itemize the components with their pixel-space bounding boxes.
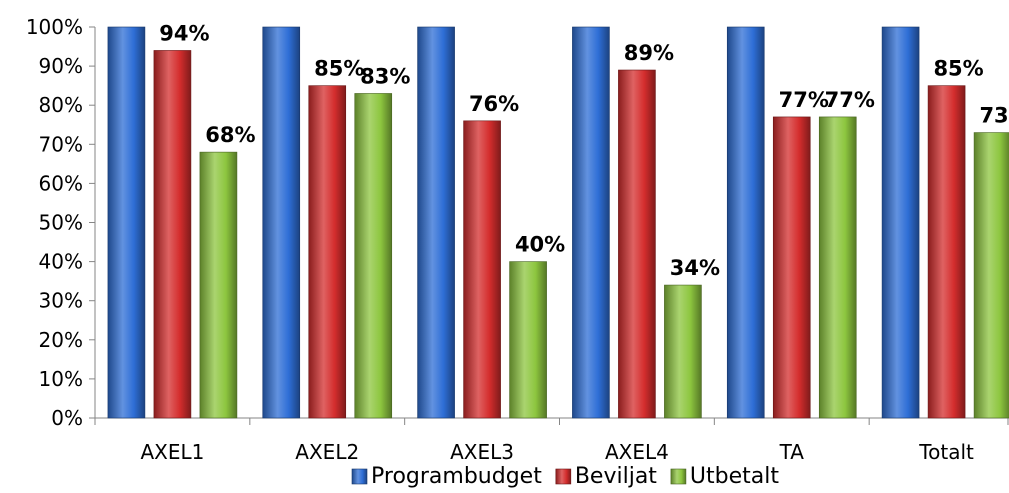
y-tick-label: 50% xyxy=(39,211,83,235)
y-tick-label: 10% xyxy=(39,367,83,391)
x-tick-label: AXEL3 xyxy=(450,440,514,464)
legend-swatch-beviljat xyxy=(555,468,572,485)
data-label-utbetalt-axel1: 68% xyxy=(205,123,255,147)
bar-beviljat-ta xyxy=(772,116,811,419)
y-tick-label: 70% xyxy=(39,132,83,156)
data-labels-layer: 94%68%85%83%76%40%89%34%77%77%85%73% xyxy=(159,21,1009,280)
data-label-utbetalt-ta: 77% xyxy=(825,88,875,112)
legend: Programbudget Beviljat Utbetalt xyxy=(351,464,779,489)
y-tick-label: 60% xyxy=(39,171,83,195)
legend-swatch-utbetalt xyxy=(670,468,687,485)
y-tick-label: 90% xyxy=(39,54,83,78)
data-label-beviljat-axel3: 76% xyxy=(469,92,519,116)
data-label-beviljat-axel1: 94% xyxy=(159,21,209,45)
bar-utbetalt-axel4 xyxy=(664,284,702,419)
legend-swatch-programbudget xyxy=(351,468,368,485)
bar-programbudget-axel2 xyxy=(262,26,301,419)
bar-utbetalt-totalt xyxy=(973,132,1009,419)
bar-utbetalt-axel3 xyxy=(509,261,547,419)
y-tick-label: 100% xyxy=(26,15,83,39)
data-label-utbetalt-axel2: 83% xyxy=(360,64,410,88)
legend-label-beviljat: Beviljat xyxy=(575,464,657,489)
y-tick-label: 40% xyxy=(39,250,83,274)
x-tick-label: Totalt xyxy=(918,440,974,464)
legend-label-programbudget: Programbudget xyxy=(371,464,542,489)
y-tick-label: 30% xyxy=(39,289,83,313)
bar-utbetalt-axel2 xyxy=(354,93,393,419)
y-tick-label: 0% xyxy=(51,406,83,430)
bars-layer xyxy=(107,26,1009,419)
bar-programbudget-axel4 xyxy=(572,26,610,419)
data-label-beviljat-totalt: 85% xyxy=(933,57,983,81)
x-tick-label: AXEL1 xyxy=(140,440,204,464)
bar-beviljat-axel2 xyxy=(308,85,347,419)
bar-programbudget-axel1 xyxy=(107,26,146,419)
y-tick-label: 20% xyxy=(39,328,83,352)
bar-beviljat-axel3 xyxy=(463,120,501,419)
bar-programbudget-ta xyxy=(726,26,765,419)
data-label-beviljat-axel4: 89% xyxy=(624,41,674,65)
bar-programbudget-axel3 xyxy=(417,26,455,419)
data-label-utbetalt-totalt: 73% xyxy=(979,104,1009,128)
data-label-beviljat-axel2: 85% xyxy=(314,57,364,81)
data-label-utbetalt-axel3: 40% xyxy=(515,233,565,257)
bar-beviljat-axel4 xyxy=(618,69,656,419)
bar-beviljat-axel1 xyxy=(153,50,192,419)
x-tick-label: AXEL2 xyxy=(295,440,359,464)
x-tick-label: AXEL4 xyxy=(605,440,669,464)
data-label-utbetalt-axel4: 34% xyxy=(670,256,720,280)
legend-label-utbetalt: Utbetalt xyxy=(690,464,779,489)
bar-utbetalt-ta xyxy=(818,116,857,419)
x-tick-label: TA xyxy=(779,440,805,464)
bar-beviljat-totalt xyxy=(927,85,966,419)
bar-utbetalt-axel1 xyxy=(199,151,238,419)
axis-layer: 0% 10% 20% 30% 40% 50% 60% 70% 80% 90% 100% AXEL1 AX… xyxy=(26,15,1009,464)
bar-programbudget-totalt xyxy=(881,26,920,419)
data-label-beviljat-ta: 77% xyxy=(779,88,829,112)
y-tick-label: 80% xyxy=(39,93,83,117)
